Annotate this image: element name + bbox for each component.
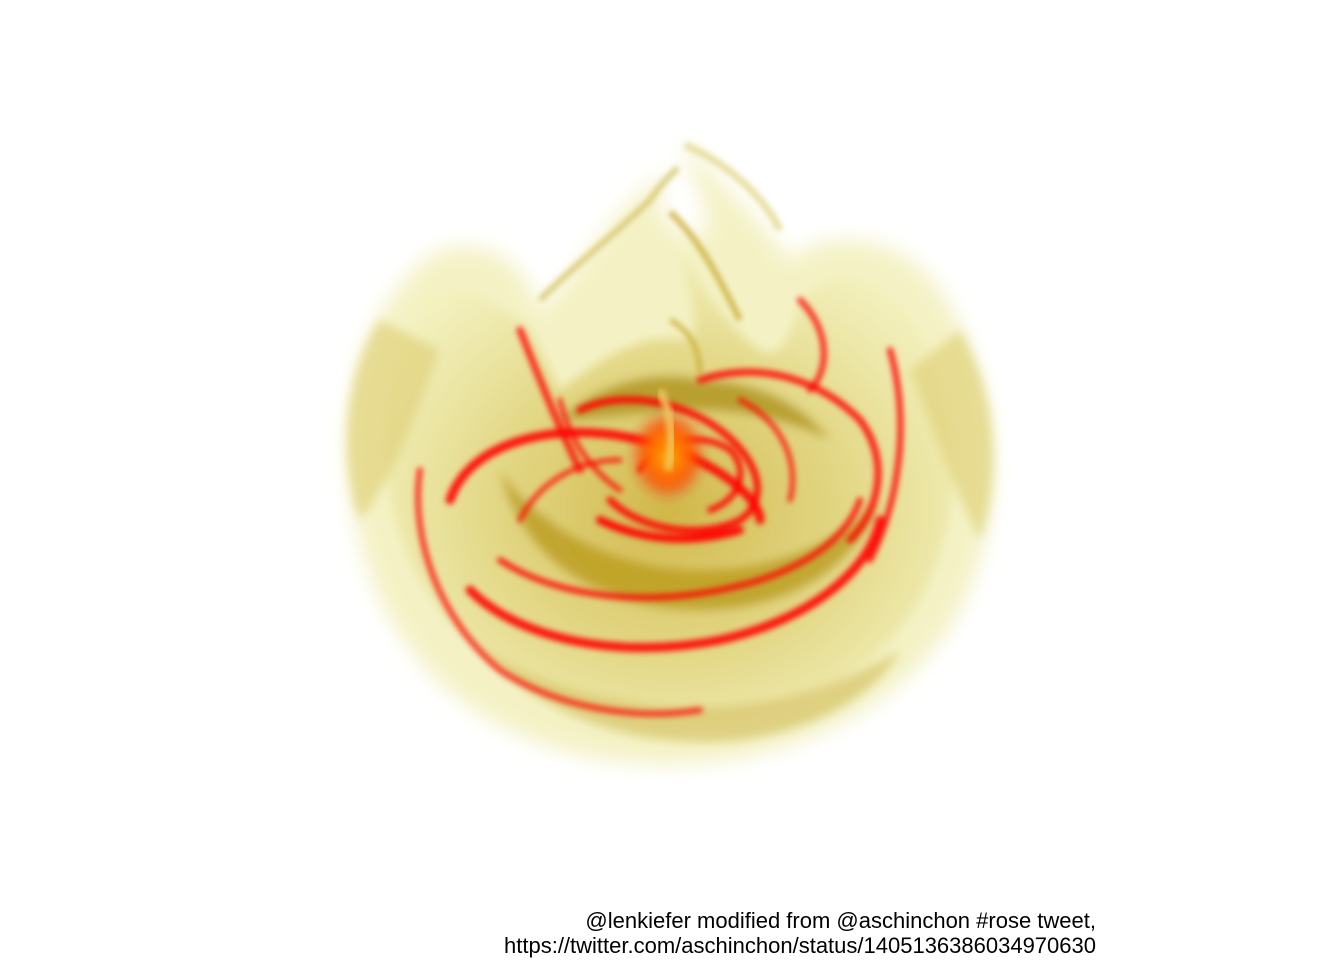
caption-line-1: @lenkiefer modified from @aschinchon #ro… [585, 908, 1096, 933]
rose-core [630, 388, 706, 500]
caption-line-2: https://twitter.com/aschinchon/status/14… [504, 933, 1096, 958]
rose-artwork [346, 140, 994, 764]
petal-tips [537, 141, 784, 376]
attribution-caption: @lenkiefer modified from @aschinchon #ro… [504, 908, 1096, 958]
